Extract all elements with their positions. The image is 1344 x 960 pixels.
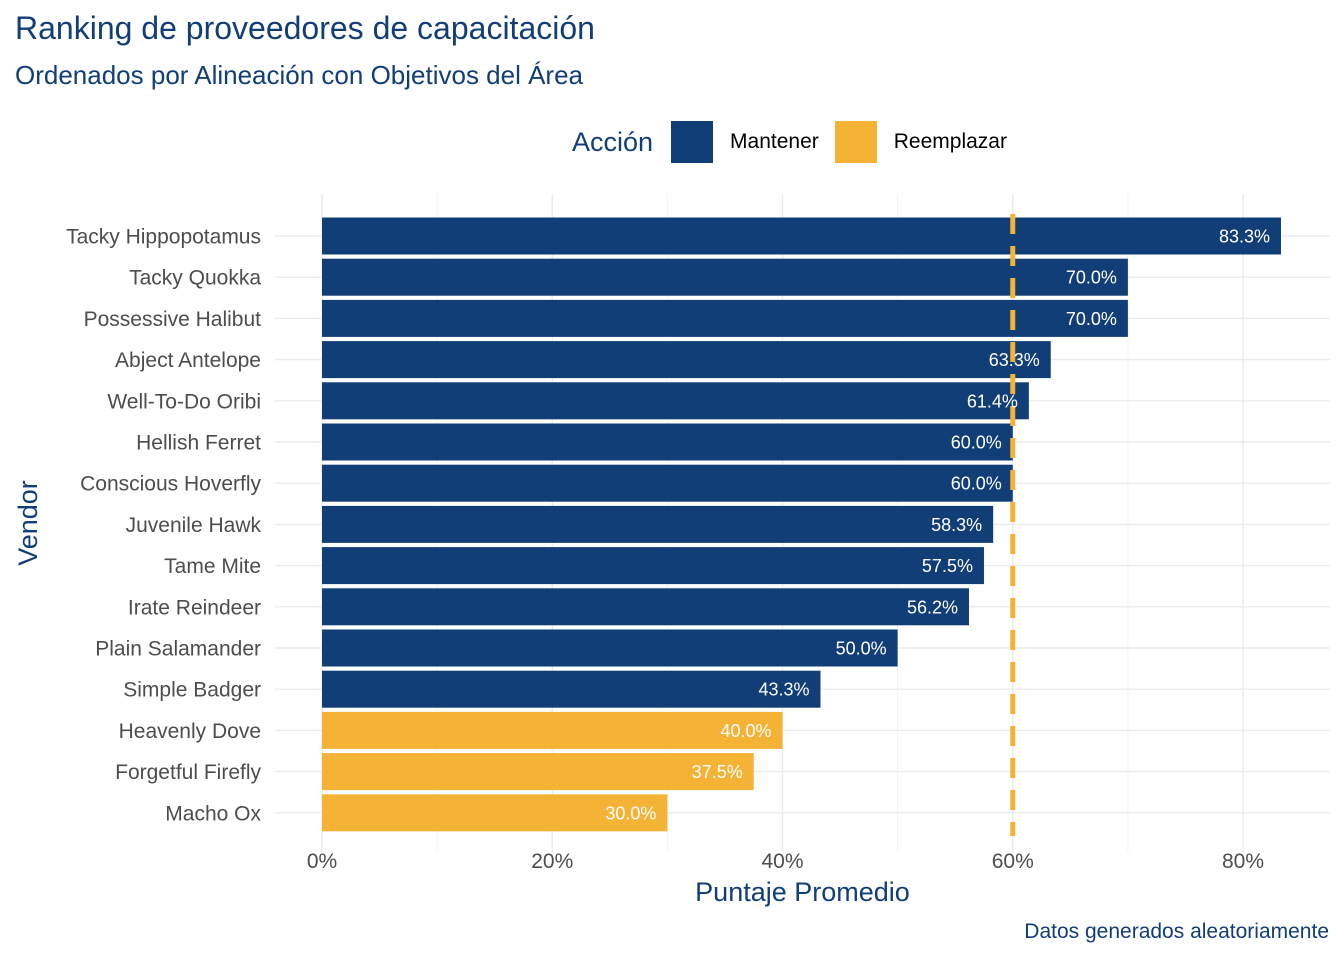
- y-tick-label: Tame Mite: [164, 555, 261, 578]
- data-label: 56.2%: [907, 597, 958, 617]
- bar: [322, 753, 754, 791]
- y-tick-label: Heavenly Dove: [119, 720, 261, 743]
- bar: [322, 629, 898, 667]
- bar: [322, 505, 994, 543]
- y-tick-label: Irate Reindeer: [128, 596, 261, 619]
- x-tick-label: 40%: [761, 850, 803, 873]
- x-tick-label: 20%: [531, 850, 573, 873]
- chart-title: Ranking de proveedores de capacitación: [15, 10, 595, 46]
- x-axis-title: Puntaje Promedio: [695, 877, 910, 907]
- bar: [322, 670, 821, 708]
- data-label: 60.0%: [951, 433, 1002, 453]
- legend-label-mantener: Mantener: [730, 130, 819, 153]
- data-label: 83.3%: [1219, 227, 1270, 247]
- data-label: 37.5%: [692, 762, 743, 782]
- data-label: 70.0%: [1066, 268, 1117, 288]
- data-label: 30.0%: [605, 803, 656, 823]
- y-tick-label: Simple Badger: [123, 679, 261, 702]
- y-tick-label: Hellish Ferret: [136, 432, 261, 455]
- y-tick-label: Well-To-Do Oribi: [107, 390, 261, 413]
- data-label: 57.5%: [922, 556, 973, 576]
- bar: [322, 794, 668, 832]
- bar: [322, 711, 783, 749]
- data-label: 40.0%: [720, 721, 771, 741]
- bar: [322, 299, 1128, 337]
- y-tick-label: Tacky Hippopotamus: [66, 226, 261, 249]
- y-tick-label: Tacky Quokka: [129, 267, 261, 290]
- legend: Acción Mantener Reemplazar: [572, 120, 1023, 164]
- y-tick-label: Plain Salamander: [95, 638, 261, 661]
- bar: [322, 382, 1029, 420]
- y-tick-label: Abject Antelope: [115, 349, 261, 372]
- data-label: 50.0%: [836, 639, 887, 659]
- chart-caption: Datos generados aleatoriamente: [1024, 920, 1329, 943]
- data-label: 70.0%: [1066, 309, 1117, 329]
- y-tick-label: Possessive Halibut: [84, 308, 262, 331]
- data-label: 61.4%: [967, 391, 1018, 411]
- bar: [322, 464, 1013, 502]
- data-label: 60.0%: [951, 474, 1002, 494]
- legend-item-reemplazar: Reemplazar: [834, 121, 1007, 163]
- y-tick-label: Conscious Hoverfly: [80, 473, 261, 496]
- x-tick-label: 0%: [307, 850, 337, 873]
- legend-title: Acción: [572, 126, 654, 157]
- x-tick-label: 60%: [992, 850, 1034, 873]
- bar: [322, 423, 1013, 461]
- legend-item-mantener: Mantener: [671, 121, 819, 163]
- y-tick-label: Juvenile Hawk: [126, 514, 262, 537]
- data-label: 63.3%: [989, 350, 1040, 370]
- legend-key-mantener: [671, 121, 714, 163]
- legend-key-reemplazar: [834, 121, 877, 163]
- y-tick-label: Forgetful Firefly: [115, 761, 261, 784]
- x-tick-label: 80%: [1222, 850, 1264, 873]
- y-tick-label: Macho Ox: [165, 802, 261, 825]
- bar: [322, 217, 1281, 255]
- bar: [322, 258, 1128, 296]
- y-axis-title: Vendor: [13, 480, 43, 566]
- bar: [322, 588, 970, 626]
- bar: [322, 341, 1051, 379]
- chart-subtitle: Ordenados por Alineación con Objetivos d…: [15, 60, 584, 90]
- data-label: 43.3%: [758, 680, 809, 700]
- data-label: 58.3%: [931, 515, 982, 535]
- bar: [322, 547, 984, 585]
- legend-label-reemplazar: Reemplazar: [893, 130, 1007, 153]
